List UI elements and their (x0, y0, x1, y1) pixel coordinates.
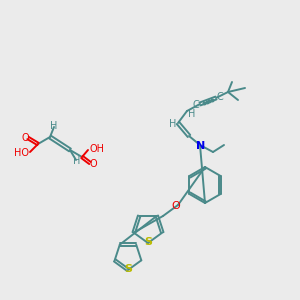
Text: O: O (89, 159, 97, 169)
Text: N: N (196, 141, 206, 151)
Text: S: S (124, 264, 132, 274)
Text: H: H (169, 119, 177, 129)
Text: O: O (21, 133, 29, 143)
Text: H: H (50, 121, 58, 131)
Text: C: C (193, 100, 200, 110)
Text: HO: HO (14, 148, 29, 158)
Text: S: S (144, 237, 152, 247)
Text: H: H (73, 156, 81, 166)
Text: H: H (188, 109, 196, 119)
Text: OH: OH (90, 144, 105, 154)
Text: C: C (217, 92, 224, 102)
Text: O: O (172, 201, 180, 211)
